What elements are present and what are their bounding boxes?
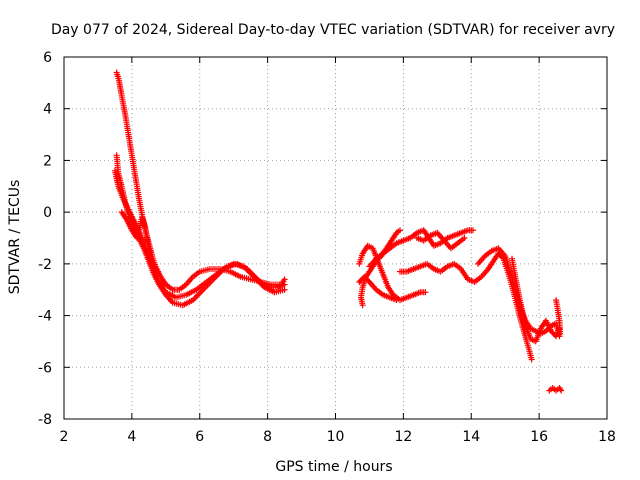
- x-tick-label: 2: [60, 429, 69, 445]
- point-markers: [509, 255, 563, 345]
- y-axis-label: SDTVAR / TECUs: [7, 180, 23, 295]
- y-tick-label: 0: [43, 205, 52, 221]
- x-tick-label: 18: [598, 429, 616, 445]
- series-trace-4: [118, 209, 159, 275]
- x-tick-label: 16: [530, 429, 548, 445]
- data-points: [111, 69, 565, 394]
- y-tick-label: -2: [38, 257, 52, 273]
- y-tick-label: -4: [38, 309, 52, 325]
- x-tick-label: 12: [394, 429, 412, 445]
- point-markers: [356, 273, 400, 304]
- point-markers: [113, 69, 288, 293]
- series-trace-8: [366, 227, 476, 270]
- y-tick-label: 6: [43, 50, 52, 66]
- y-tick-label: -6: [38, 360, 52, 376]
- x-tick-label: 14: [462, 429, 480, 445]
- axis-ticks: 2 4 6 8 10 12 14 16 18 -8 -6 -4 -2 0 2 4 6: [38, 50, 616, 445]
- y-tick-label: 4: [43, 102, 52, 118]
- point-markers: [413, 229, 468, 252]
- series-trace-10: [413, 229, 468, 252]
- x-tick-label: 10: [327, 429, 345, 445]
- point-markers: [553, 297, 564, 337]
- series-trace-6: [356, 242, 429, 304]
- series-trace-13: [553, 297, 564, 337]
- point-markers: [546, 385, 565, 394]
- x-tick-label: 6: [195, 429, 204, 445]
- series-trace-1: [113, 69, 288, 293]
- y-tick-label: -8: [38, 412, 52, 428]
- x-tick-label: 8: [263, 429, 272, 445]
- series-trace-14: [546, 385, 565, 394]
- x-tick-label: 4: [127, 429, 136, 445]
- point-markers: [356, 242, 429, 304]
- point-markers: [366, 227, 476, 270]
- series-trace-7: [356, 273, 400, 304]
- chart-title: Day 077 of 2024, Sidereal Day-to-day VTE…: [51, 22, 615, 38]
- y-tick-label: 2: [43, 153, 52, 169]
- x-axis-label: GPS time / hours: [275, 459, 392, 475]
- point-markers: [118, 209, 159, 275]
- series-trace-12: [509, 255, 563, 345]
